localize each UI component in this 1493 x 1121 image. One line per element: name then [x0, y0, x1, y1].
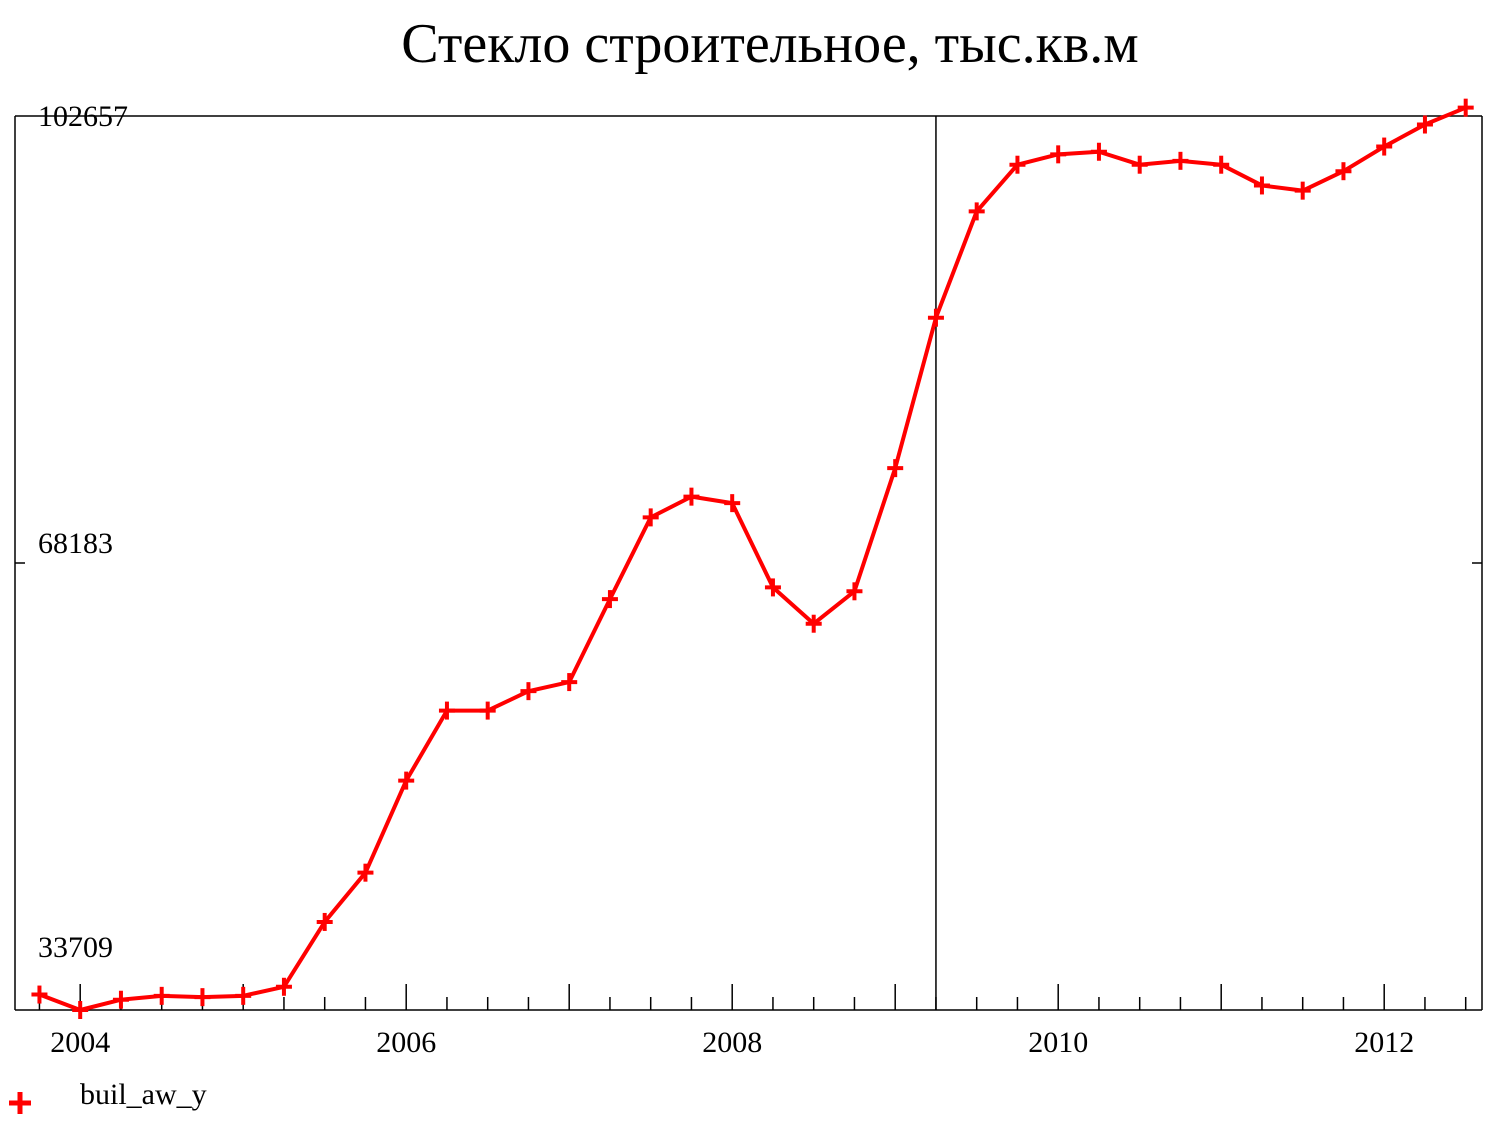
data-point-marker [438, 701, 455, 720]
y-tick-label: 33709 [38, 931, 113, 964]
chart-title: Стекло строительное, тыс.кв.м [401, 13, 1139, 75]
x-tick-label: 2012 [1354, 1026, 1414, 1059]
legend: buil_aw_y [9, 1078, 207, 1114]
data-point-marker [72, 1001, 89, 1019]
data-point-marker [1253, 176, 1270, 195]
data-point-marker [927, 308, 944, 327]
data-point-marker [1213, 155, 1230, 174]
data-point-marker [1457, 98, 1474, 117]
data-point-marker [805, 614, 822, 633]
data-point-marker [1009, 155, 1026, 174]
data-point-marker [968, 202, 985, 221]
data-point-marker [1294, 181, 1311, 200]
data-point-marker [31, 985, 48, 1004]
x-tick-label: 2004 [50, 1026, 110, 1059]
x-tick-label: 2010 [1028, 1026, 1088, 1059]
y-tick-label: 68183 [38, 527, 113, 560]
data-point-marker [1172, 151, 1189, 170]
data-point-marker [398, 771, 415, 790]
data-point-marker [764, 578, 781, 597]
series-line [38, 105, 1467, 1012]
legend-label: buil_aw_y [80, 1078, 207, 1111]
data-point-marker [1335, 162, 1352, 181]
data-point-marker [601, 590, 618, 609]
x-tick-label: 2006 [376, 1026, 436, 1059]
data-point-marker [642, 508, 659, 527]
data-point-marker [724, 494, 741, 513]
data-point-marker [235, 986, 252, 1005]
data-point-marker [520, 682, 537, 701]
data-point-marker [275, 977, 292, 996]
data-point-marker [887, 459, 904, 478]
axes: 2004 2006 2008 2010 2012 102657 68183 33709 [14, 100, 1483, 1059]
data-point-marker [683, 487, 700, 506]
data-point-marker [357, 863, 374, 882]
data-point-marker [1090, 142, 1107, 161]
data-point-marker [561, 673, 578, 692]
data-point-marker [1131, 155, 1148, 174]
data-point-marker [153, 986, 170, 1005]
x-tick-label: 2008 [702, 1026, 762, 1059]
data-point-marker [1050, 145, 1067, 164]
data-point-marker [846, 582, 863, 601]
data-point-marker [1376, 137, 1393, 156]
data-point-marker [194, 988, 211, 1007]
series-layer [31, 98, 1474, 1019]
data-point-marker [112, 990, 129, 1009]
data-point-marker [1416, 115, 1433, 134]
data-point-marker [316, 912, 333, 931]
data-point-marker [479, 701, 496, 720]
y-tick-label: 102657 [38, 100, 128, 133]
